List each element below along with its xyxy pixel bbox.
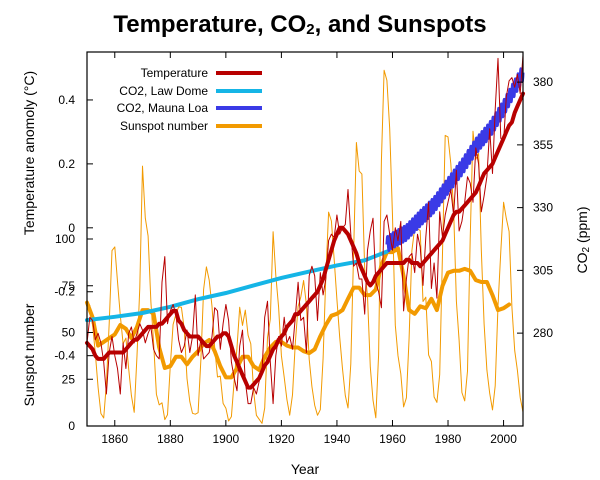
sunspot-annual-line [86, 69, 524, 424]
temperature-tick-label: 0.2 [58, 157, 75, 171]
co2-law-dome-line [85, 249, 389, 323]
x-tick-label: 1980 [435, 432, 462, 446]
x-tick-label: 1900 [213, 432, 240, 446]
temperature-tick-label: 0 [68, 221, 75, 235]
x-axis-label: Year [291, 461, 320, 477]
series-layer [85, 55, 525, 424]
temperature-tick-label: 0.4 [58, 93, 75, 107]
x-tick-label: 1880 [157, 432, 184, 446]
x-tick-label: 1860 [101, 432, 128, 446]
sunspot-tick-label: 50 [62, 326, 76, 340]
y-axis-label-co2-part-2: (ppm) [574, 206, 590, 246]
y-axis-label-sunspot: Sunspot number [21, 303, 37, 406]
sunspot-tick-label: 75 [62, 279, 76, 293]
x-tick-label: 1920 [268, 432, 295, 446]
x-tick-label: 1960 [379, 432, 406, 446]
y-axis-label-co2: CO2 (ppm) [574, 206, 592, 273]
legend-label-sunspot: Sunspot number [120, 119, 208, 133]
chart-title-subscript: 2 [306, 21, 314, 38]
legend-label-temperature: Temperature [141, 66, 209, 80]
x-tick-label: 2000 [490, 432, 517, 446]
legend-label-co2-mauna-loa: CO2, Mauna Loa [117, 101, 209, 115]
co2-tick-label: 280 [533, 326, 553, 340]
co2-tick-label: 330 [533, 201, 553, 215]
chart-title: Temperature, CO2, and Sunspots [113, 11, 486, 38]
temperature-annual-line [86, 55, 524, 405]
co2-tick-label: 305 [533, 263, 553, 277]
sunspot-tick-label: 0 [68, 419, 75, 433]
y-axis-label-co2-part-1: CO [574, 252, 590, 273]
y-axis-label-temperature: Temperature anomoly (°C) [21, 71, 37, 235]
co2-tick-label: 380 [533, 75, 553, 89]
sunspot-tick-label: 100 [55, 232, 75, 246]
legend: Temperature CO2, Law Dome CO2, Mauna Loa… [117, 66, 262, 133]
legend-label-co2-law-dome: CO2, Law Dome [119, 84, 208, 98]
sunspot-smoothed-line [85, 246, 512, 380]
axes-layer: 1860 1880 1900 1920 1940 1960 1980 2000 0.4 0.2 0 -… [54, 52, 553, 446]
co2-tick-label: 355 [533, 138, 553, 152]
sunspot-tick-label: 25 [62, 372, 76, 386]
temperature-tick-label: -0.4 [54, 349, 75, 363]
y-axis-label-co2-subscript: 2 [581, 247, 592, 253]
chart-title-part-2: , and Sunspots [315, 11, 487, 38]
chart-title-part-1: Temperature, CO [113, 11, 306, 38]
x-tick-label: 1940 [324, 432, 351, 446]
temperature-smoothed-line [85, 91, 525, 390]
temperature-tick-label: -0.2 [54, 285, 75, 299]
